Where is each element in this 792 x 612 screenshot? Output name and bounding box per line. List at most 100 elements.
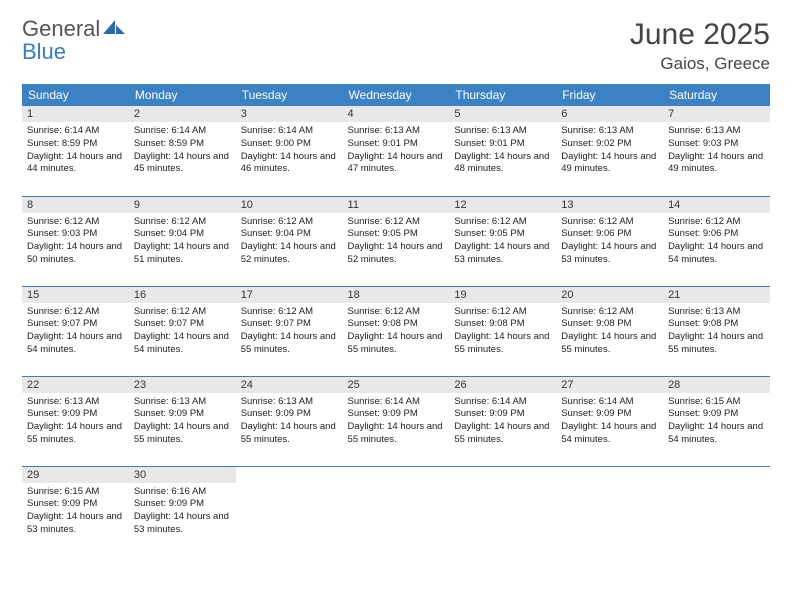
day-cell: 12Sunrise: 6:12 AMSunset: 9:05 PMDayligh… — [449, 196, 556, 286]
empty-day-cell — [449, 466, 556, 556]
calendar-page: General Blue June 2025 Gaios, Greece Sun… — [0, 0, 792, 574]
day-number: 11 — [343, 197, 450, 213]
day-number: 4 — [343, 106, 450, 122]
day-number: 25 — [343, 377, 450, 393]
day-cell: 15Sunrise: 6:12 AMSunset: 9:07 PMDayligh… — [22, 286, 129, 376]
day-number: 24 — [236, 377, 343, 393]
day-cell: 29Sunrise: 6:15 AMSunset: 9:09 PMDayligh… — [22, 466, 129, 556]
day-details: Sunrise: 6:15 AMSunset: 9:09 PMDaylight:… — [22, 483, 129, 541]
day-number: 17 — [236, 287, 343, 303]
day-details: Sunrise: 6:14 AMSunset: 9:09 PMDaylight:… — [449, 393, 556, 451]
day-details: Sunrise: 6:12 AMSunset: 9:05 PMDaylight:… — [449, 213, 556, 271]
day-details: Sunrise: 6:12 AMSunset: 9:06 PMDaylight:… — [556, 213, 663, 271]
week-row: 8Sunrise: 6:12 AMSunset: 9:03 PMDaylight… — [22, 196, 770, 286]
month-title: June 2025 — [630, 18, 770, 52]
day-details: Sunrise: 6:12 AMSunset: 9:06 PMDaylight:… — [663, 213, 770, 271]
weekday-header: Tuesday — [236, 84, 343, 106]
weekday-header: Friday — [556, 84, 663, 106]
empty-day-cell — [556, 466, 663, 556]
day-details: Sunrise: 6:14 AMSunset: 9:00 PMDaylight:… — [236, 122, 343, 180]
day-cell: 2Sunrise: 6:14 AMSunset: 8:59 PMDaylight… — [129, 106, 236, 196]
logo-word-1: General — [22, 16, 100, 41]
day-number: 20 — [556, 287, 663, 303]
day-details: Sunrise: 6:13 AMSunset: 9:09 PMDaylight:… — [236, 393, 343, 451]
logo-word-2: Blue — [22, 39, 66, 64]
logo: General Blue — [22, 18, 125, 64]
day-cell: 1Sunrise: 6:14 AMSunset: 8:59 PMDaylight… — [22, 106, 129, 196]
day-number: 13 — [556, 197, 663, 213]
day-cell: 25Sunrise: 6:14 AMSunset: 9:09 PMDayligh… — [343, 376, 450, 466]
day-number: 14 — [663, 197, 770, 213]
day-details: Sunrise: 6:12 AMSunset: 9:08 PMDaylight:… — [556, 303, 663, 361]
weekday-header: Thursday — [449, 84, 556, 106]
day-details: Sunrise: 6:12 AMSunset: 9:07 PMDaylight:… — [22, 303, 129, 361]
day-cell: 5Sunrise: 6:13 AMSunset: 9:01 PMDaylight… — [449, 106, 556, 196]
day-details: Sunrise: 6:12 AMSunset: 9:07 PMDaylight:… — [236, 303, 343, 361]
day-number: 16 — [129, 287, 236, 303]
weekday-header: Wednesday — [343, 84, 450, 106]
location: Gaios, Greece — [630, 54, 770, 74]
week-row: 22Sunrise: 6:13 AMSunset: 9:09 PMDayligh… — [22, 376, 770, 466]
day-number: 9 — [129, 197, 236, 213]
day-number: 12 — [449, 197, 556, 213]
weekday-header-row: Sunday Monday Tuesday Wednesday Thursday… — [22, 84, 770, 106]
day-details: Sunrise: 6:13 AMSunset: 9:03 PMDaylight:… — [663, 122, 770, 180]
day-details: Sunrise: 6:12 AMSunset: 9:04 PMDaylight:… — [236, 213, 343, 271]
empty-day-cell — [343, 466, 450, 556]
title-block: June 2025 Gaios, Greece — [630, 18, 770, 74]
day-number: 28 — [663, 377, 770, 393]
day-number: 3 — [236, 106, 343, 122]
day-cell: 8Sunrise: 6:12 AMSunset: 9:03 PMDaylight… — [22, 196, 129, 286]
day-cell: 4Sunrise: 6:13 AMSunset: 9:01 PMDaylight… — [343, 106, 450, 196]
empty-day-cell — [236, 466, 343, 556]
day-details: Sunrise: 6:15 AMSunset: 9:09 PMDaylight:… — [663, 393, 770, 451]
day-details: Sunrise: 6:14 AMSunset: 8:59 PMDaylight:… — [22, 122, 129, 180]
day-number: 15 — [22, 287, 129, 303]
day-details: Sunrise: 6:13 AMSunset: 9:02 PMDaylight:… — [556, 122, 663, 180]
weekday-header: Saturday — [663, 84, 770, 106]
day-number: 18 — [343, 287, 450, 303]
day-details: Sunrise: 6:14 AMSunset: 8:59 PMDaylight:… — [129, 122, 236, 180]
day-number: 5 — [449, 106, 556, 122]
day-cell: 21Sunrise: 6:13 AMSunset: 9:08 PMDayligh… — [663, 286, 770, 376]
empty-day-cell — [663, 466, 770, 556]
week-row: 1Sunrise: 6:14 AMSunset: 8:59 PMDaylight… — [22, 106, 770, 196]
day-details: Sunrise: 6:12 AMSunset: 9:07 PMDaylight:… — [129, 303, 236, 361]
day-cell: 30Sunrise: 6:16 AMSunset: 9:09 PMDayligh… — [129, 466, 236, 556]
day-cell: 22Sunrise: 6:13 AMSunset: 9:09 PMDayligh… — [22, 376, 129, 466]
day-number: 26 — [449, 377, 556, 393]
day-details: Sunrise: 6:14 AMSunset: 9:09 PMDaylight:… — [556, 393, 663, 451]
weekday-header: Monday — [129, 84, 236, 106]
day-number: 22 — [22, 377, 129, 393]
week-row: 15Sunrise: 6:12 AMSunset: 9:07 PMDayligh… — [22, 286, 770, 376]
day-cell: 6Sunrise: 6:13 AMSunset: 9:02 PMDaylight… — [556, 106, 663, 196]
day-cell: 19Sunrise: 6:12 AMSunset: 9:08 PMDayligh… — [449, 286, 556, 376]
day-number: 21 — [663, 287, 770, 303]
day-number: 23 — [129, 377, 236, 393]
day-details: Sunrise: 6:13 AMSunset: 9:01 PMDaylight:… — [343, 122, 450, 180]
day-details: Sunrise: 6:13 AMSunset: 9:08 PMDaylight:… — [663, 303, 770, 361]
weekday-header: Sunday — [22, 84, 129, 106]
header: General Blue June 2025 Gaios, Greece — [22, 18, 770, 74]
day-cell: 16Sunrise: 6:12 AMSunset: 9:07 PMDayligh… — [129, 286, 236, 376]
day-cell: 28Sunrise: 6:15 AMSunset: 9:09 PMDayligh… — [663, 376, 770, 466]
day-cell: 26Sunrise: 6:14 AMSunset: 9:09 PMDayligh… — [449, 376, 556, 466]
calendar-table: Sunday Monday Tuesday Wednesday Thursday… — [22, 84, 770, 556]
day-cell: 27Sunrise: 6:14 AMSunset: 9:09 PMDayligh… — [556, 376, 663, 466]
day-details: Sunrise: 6:12 AMSunset: 9:08 PMDaylight:… — [449, 303, 556, 361]
day-number: 8 — [22, 197, 129, 213]
day-number: 1 — [22, 106, 129, 122]
day-number: 7 — [663, 106, 770, 122]
day-details: Sunrise: 6:13 AMSunset: 9:09 PMDaylight:… — [129, 393, 236, 451]
week-row: 29Sunrise: 6:15 AMSunset: 9:09 PMDayligh… — [22, 466, 770, 556]
day-cell: 20Sunrise: 6:12 AMSunset: 9:08 PMDayligh… — [556, 286, 663, 376]
day-details: Sunrise: 6:16 AMSunset: 9:09 PMDaylight:… — [129, 483, 236, 541]
day-cell: 11Sunrise: 6:12 AMSunset: 9:05 PMDayligh… — [343, 196, 450, 286]
day-number: 10 — [236, 197, 343, 213]
day-cell: 23Sunrise: 6:13 AMSunset: 9:09 PMDayligh… — [129, 376, 236, 466]
day-details: Sunrise: 6:13 AMSunset: 9:01 PMDaylight:… — [449, 122, 556, 180]
day-cell: 14Sunrise: 6:12 AMSunset: 9:06 PMDayligh… — [663, 196, 770, 286]
day-number: 19 — [449, 287, 556, 303]
day-number: 30 — [129, 467, 236, 483]
day-cell: 13Sunrise: 6:12 AMSunset: 9:06 PMDayligh… — [556, 196, 663, 286]
